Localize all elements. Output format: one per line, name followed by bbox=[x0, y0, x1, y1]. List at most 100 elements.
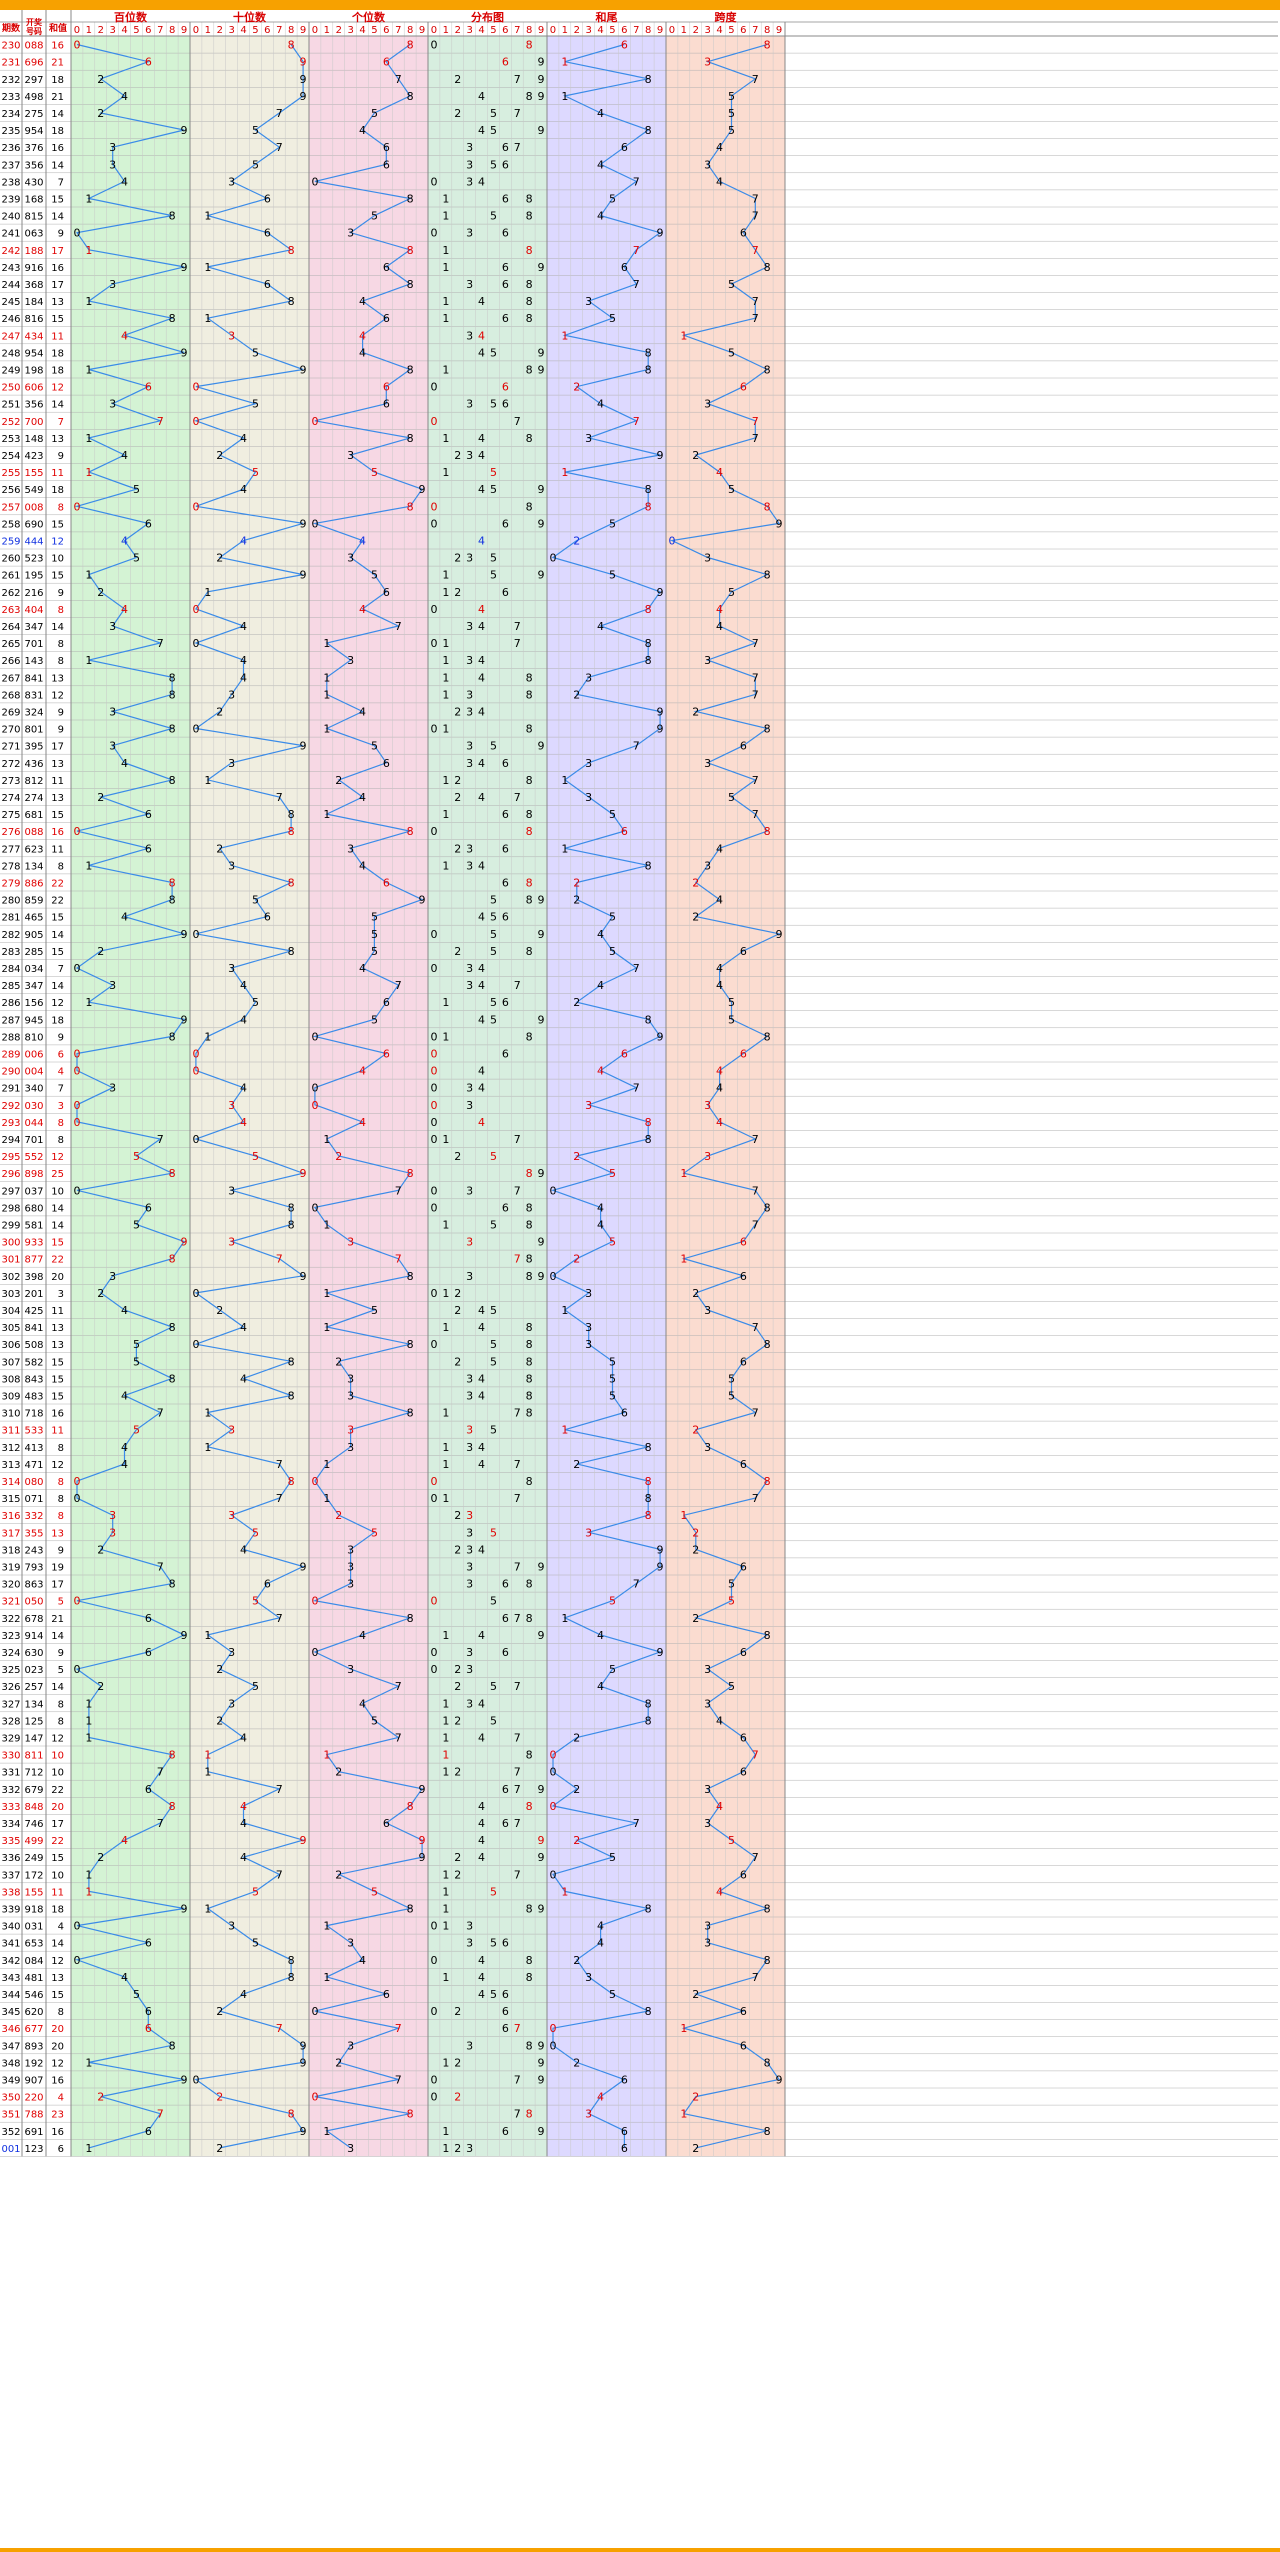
sum-cell: 14 bbox=[51, 400, 64, 411]
trend-point: 3 bbox=[109, 278, 116, 291]
trend-point: 5 bbox=[133, 552, 140, 565]
trend-point: 4 bbox=[716, 894, 723, 907]
trend-point: 7 bbox=[752, 1321, 759, 1334]
period-cell: 276 bbox=[1, 827, 20, 838]
distribution-point: 6 bbox=[502, 141, 509, 154]
trend-point: 7 bbox=[395, 1184, 402, 1197]
distribution-point: 8 bbox=[526, 1355, 533, 1368]
sum-cell: 9 bbox=[58, 588, 64, 599]
period-cell: 286 bbox=[1, 998, 20, 1009]
distribution-point: 1 bbox=[442, 1766, 449, 1779]
draw-cell: 499 bbox=[24, 1836, 43, 1847]
digit-header: 5 bbox=[609, 25, 615, 36]
distribution-point: 8 bbox=[526, 1218, 533, 1231]
draw-cell: 347 bbox=[24, 981, 43, 992]
trend-point: 9 bbox=[657, 1543, 664, 1556]
sum-cell: 10 bbox=[51, 1751, 64, 1762]
distribution-point: 9 bbox=[538, 2039, 545, 2052]
trend-point: 4 bbox=[359, 1697, 366, 1710]
trend-point: 0 bbox=[549, 1184, 556, 1197]
trend-point: 8 bbox=[764, 1201, 771, 1214]
distribution-point: 4 bbox=[478, 1851, 485, 1864]
sum-cell: 13 bbox=[51, 793, 64, 804]
trend-point: 1 bbox=[680, 1253, 687, 1266]
trend-point: 1 bbox=[323, 808, 330, 821]
distribution-point: 4 bbox=[478, 603, 485, 616]
distribution-point: 9 bbox=[538, 1834, 545, 1847]
distribution-point: 4 bbox=[478, 1441, 485, 1454]
trend-point: 6 bbox=[145, 1612, 152, 1625]
trend-point: 3 bbox=[109, 158, 116, 171]
period-cell: 263 bbox=[1, 605, 20, 616]
draw-cell: 620 bbox=[24, 2007, 43, 2018]
trend-point: 7 bbox=[276, 1783, 283, 1796]
distribution-point: 1 bbox=[442, 654, 449, 667]
trend-point: 5 bbox=[133, 1338, 140, 1351]
sum-cell: 16 bbox=[51, 143, 64, 154]
trend-point: 7 bbox=[752, 774, 759, 787]
trend-point: 0 bbox=[311, 1082, 318, 1095]
distribution-point: 0 bbox=[430, 1099, 437, 1112]
trend-point: 5 bbox=[252, 996, 259, 1009]
trend-point: 2 bbox=[216, 2142, 223, 2155]
trend-point: 2 bbox=[573, 1731, 580, 1744]
trend-point: 8 bbox=[169, 1372, 176, 1385]
trend-point: 2 bbox=[97, 1680, 104, 1693]
trend-point: 4 bbox=[121, 534, 128, 547]
digit-header: 7 bbox=[276, 25, 282, 36]
trend-point: 0 bbox=[73, 1663, 80, 1676]
draw-cell: 436 bbox=[24, 759, 43, 770]
distribution-point: 1 bbox=[442, 1218, 449, 1231]
trend-point: 5 bbox=[371, 1304, 378, 1317]
trend-point: 1 bbox=[204, 261, 211, 274]
trend-point: 8 bbox=[169, 2039, 176, 2052]
trend-point: 0 bbox=[192, 1133, 199, 1146]
distribution-point: 6 bbox=[502, 381, 509, 394]
trend-point: 4 bbox=[597, 1629, 604, 1642]
period-cell: 291 bbox=[1, 1084, 20, 1095]
trend-point: 6 bbox=[383, 1817, 390, 1830]
trend-point: 2 bbox=[692, 2142, 699, 2155]
trend-point: 9 bbox=[300, 2039, 307, 2052]
draw-cell: 886 bbox=[24, 878, 43, 889]
trend-point: 7 bbox=[395, 2073, 402, 2086]
trend-point: 7 bbox=[752, 312, 759, 325]
trend-point: 6 bbox=[621, 2125, 628, 2138]
trend-point: 3 bbox=[347, 842, 354, 855]
draw-cell: 404 bbox=[24, 605, 43, 616]
sum-cell: 16 bbox=[51, 263, 64, 274]
trend-point: 7 bbox=[276, 1612, 283, 1625]
trend-point: 4 bbox=[121, 175, 128, 188]
trend-point: 7 bbox=[633, 175, 640, 188]
trend-point: 8 bbox=[764, 39, 771, 52]
digit-header: 3 bbox=[228, 25, 234, 36]
distribution-point: 0 bbox=[430, 1082, 437, 1095]
distribution-point: 5 bbox=[490, 1338, 497, 1351]
trend-line bbox=[312, 44, 424, 2149]
distribution-point: 0 bbox=[430, 603, 437, 616]
digit-header: 3 bbox=[466, 25, 472, 36]
period-cell: 299 bbox=[1, 1220, 20, 1231]
trend-point: 0 bbox=[311, 175, 318, 188]
digit-header: 9 bbox=[419, 25, 425, 36]
trend-point: 5 bbox=[728, 1372, 735, 1385]
trend-point: 4 bbox=[716, 962, 723, 975]
period-cell: 321 bbox=[1, 1597, 20, 1608]
distribution-point: 1 bbox=[442, 192, 449, 205]
trend-point: 0 bbox=[311, 1201, 318, 1214]
sum-cell: 14 bbox=[51, 930, 64, 941]
trend-point: 9 bbox=[181, 346, 188, 359]
trend-point: 2 bbox=[97, 791, 104, 804]
draw-cell: 063 bbox=[24, 229, 43, 240]
trend-point: 0 bbox=[549, 1800, 556, 1813]
distribution-point: 9 bbox=[538, 2056, 545, 2069]
digit-header: 0 bbox=[193, 25, 199, 36]
trend-point: 9 bbox=[300, 517, 307, 530]
trend-point: 1 bbox=[85, 654, 92, 667]
distribution-point: 3 bbox=[466, 979, 473, 992]
period-cell: 266 bbox=[1, 656, 20, 667]
sum-cell: 16 bbox=[51, 2075, 64, 2086]
trend-point: 4 bbox=[240, 1851, 247, 1864]
distribution-point: 7 bbox=[514, 2108, 521, 2121]
distribution-point: 7 bbox=[514, 1731, 521, 1744]
